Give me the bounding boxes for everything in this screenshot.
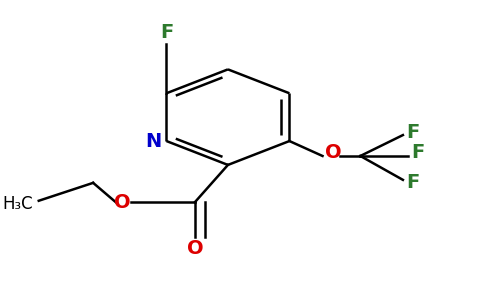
Text: H₃C: H₃C xyxy=(2,195,33,213)
Text: N: N xyxy=(145,131,161,151)
Text: O: O xyxy=(325,143,341,163)
Text: F: F xyxy=(407,173,420,192)
Text: F: F xyxy=(407,123,420,142)
Text: F: F xyxy=(411,143,424,163)
Text: O: O xyxy=(114,193,131,212)
Text: F: F xyxy=(160,22,173,41)
Text: O: O xyxy=(186,239,203,258)
